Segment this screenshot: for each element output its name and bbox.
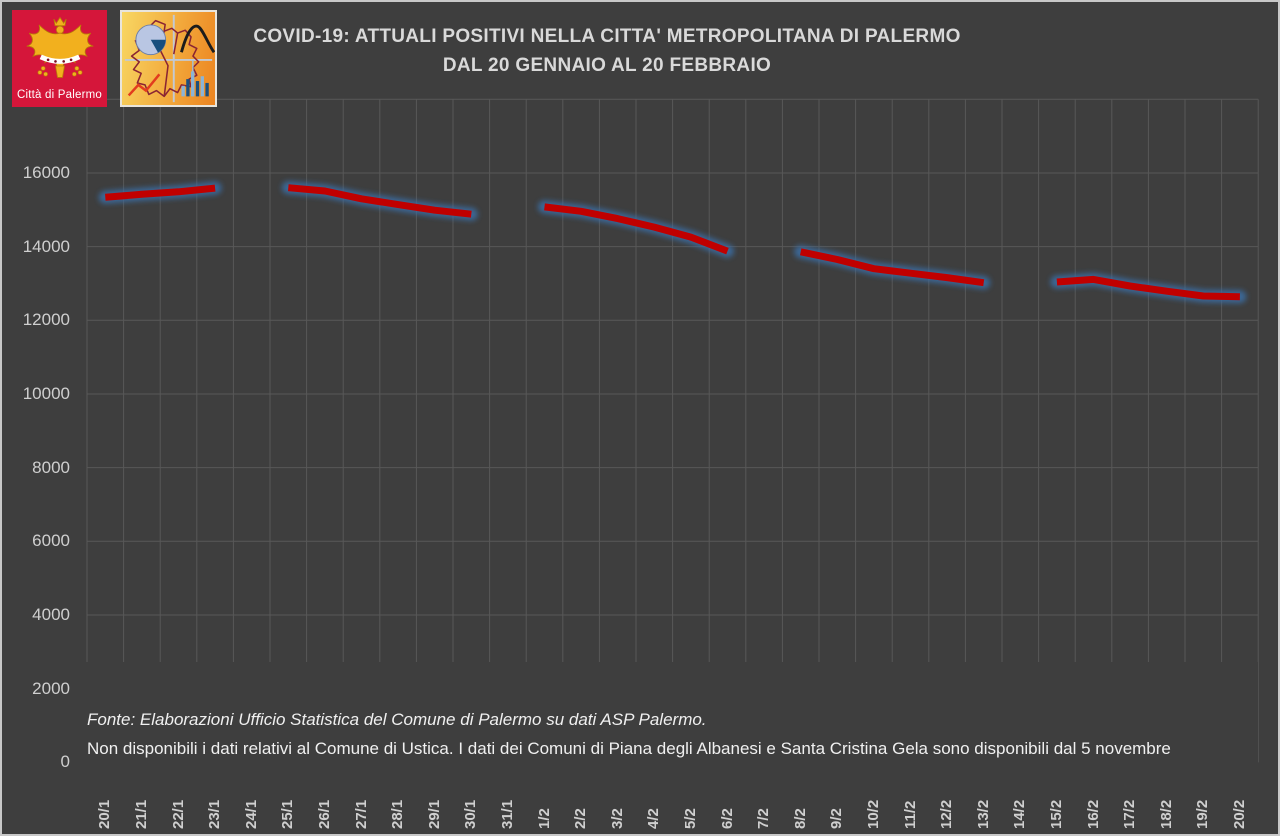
statistics-map-icon bbox=[124, 14, 215, 103]
chart-title: COVID-19: ATTUALI POSITIVI NELLA CITTA' … bbox=[227, 22, 987, 80]
chart-title-line2: DAL 20 GENNAIO AL 20 FEBBRAIO bbox=[442, 55, 772, 76]
y-tick-label: 6000 bbox=[32, 531, 70, 551]
x-tick-label: 26/1 bbox=[315, 799, 333, 829]
x-tick-label: 25/1 bbox=[279, 799, 297, 829]
x-tick-label: 31/1 bbox=[498, 799, 516, 829]
series-line bbox=[544, 203, 729, 255]
x-tick-label: 23/1 bbox=[206, 799, 224, 829]
x-tick-label: 7/2 bbox=[755, 808, 773, 829]
x-tick-label: 27/1 bbox=[352, 799, 370, 829]
x-tick-label: 21/1 bbox=[132, 799, 150, 829]
y-tick-label: 10000 bbox=[22, 383, 70, 403]
x-tick-label: 11/2 bbox=[901, 800, 919, 829]
y-tick-label: 0 bbox=[60, 752, 70, 772]
y-tick-label: 4000 bbox=[32, 604, 70, 624]
series-line bbox=[105, 184, 216, 201]
golden-eagle-icon bbox=[26, 16, 93, 78]
y-tick-label: 12000 bbox=[22, 310, 70, 330]
x-tick-label: 20/1 bbox=[96, 799, 114, 829]
x-tick-label: 4/2 bbox=[645, 808, 663, 829]
x-tick-label: 15/2 bbox=[1047, 799, 1065, 829]
x-tick-label: 1/2 bbox=[535, 808, 553, 829]
series-line bbox=[287, 184, 472, 218]
x-tick-label: 28/1 bbox=[389, 799, 407, 829]
x-tick-label: 3/2 bbox=[608, 808, 626, 829]
x-tick-label: 13/2 bbox=[974, 799, 992, 829]
x-tick-label: 17/2 bbox=[1121, 799, 1139, 829]
x-tick-label: 10/2 bbox=[864, 799, 882, 829]
x-tick-label: 9/2 bbox=[828, 808, 846, 829]
series-line bbox=[1056, 275, 1240, 301]
y-tick-label: 2000 bbox=[32, 678, 70, 698]
series-line bbox=[799, 248, 985, 287]
x-tick-label: 12/2 bbox=[938, 799, 956, 829]
x-tick-label: 8/2 bbox=[791, 808, 809, 829]
x-tick-label: 2/2 bbox=[572, 808, 590, 829]
x-tick-label: 14/2 bbox=[1011, 799, 1029, 829]
source-line: Fonte: Elaborazioni Ufficio Statistica d… bbox=[87, 710, 707, 729]
x-tick-label: 16/2 bbox=[1084, 799, 1102, 829]
availability-note-line: Non disponibili i dati relativi al Comun… bbox=[87, 739, 1171, 758]
x-tick-label: 20/2 bbox=[1230, 799, 1248, 829]
y-tick-label: 16000 bbox=[22, 162, 70, 182]
y-tick-label: 8000 bbox=[32, 457, 70, 477]
x-tick-label: 19/2 bbox=[1194, 799, 1212, 829]
statistics-office-logo bbox=[120, 10, 217, 107]
palermo-logo-label: Città di Palermo bbox=[16, 89, 102, 101]
x-tick-label: 5/2 bbox=[681, 808, 699, 829]
palermo-city-logo: Città di Palermo bbox=[12, 10, 107, 107]
source-note-box: Fonte: Elaborazioni Ufficio Statistica d… bbox=[80, 662, 1258, 776]
x-tick-label: 30/1 bbox=[462, 799, 480, 829]
x-tick-label: 24/1 bbox=[242, 799, 260, 829]
x-tick-label: 22/1 bbox=[169, 799, 187, 829]
y-tick-label: 14000 bbox=[22, 236, 70, 256]
x-tick-label: 29/1 bbox=[425, 799, 443, 829]
x-tick-label: 6/2 bbox=[718, 808, 736, 829]
x-tick-label: 18/2 bbox=[1157, 799, 1175, 829]
chart-title-line1: COVID-19: ATTUALI POSITIVI NELLA CITTA' … bbox=[253, 26, 961, 47]
